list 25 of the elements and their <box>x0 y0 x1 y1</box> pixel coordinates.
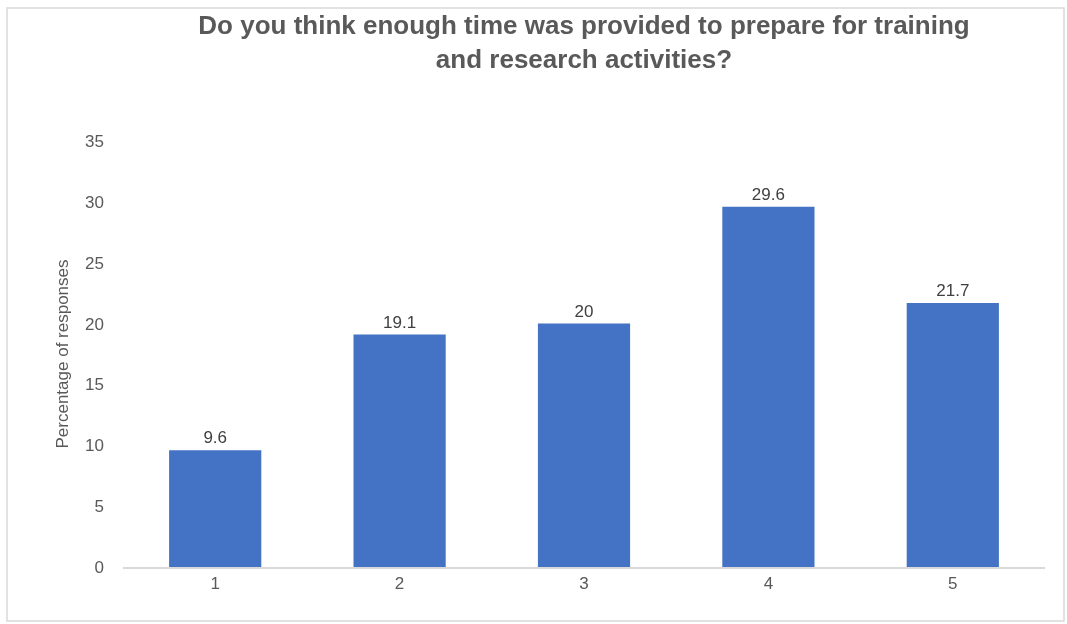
x-tick-label: 1 <box>210 574 220 594</box>
y-tick-label: 5 <box>94 497 104 517</box>
data-label: 29.6 <box>751 184 785 204</box>
bar <box>906 302 999 567</box>
data-label: 9.6 <box>203 428 228 448</box>
y-tick-label: 0 <box>94 557 104 577</box>
data-label: 19.1 <box>383 312 417 332</box>
y-tick-label: 35 <box>85 131 104 151</box>
y-tick-label: 10 <box>85 436 104 456</box>
y-tick-label: 15 <box>85 375 104 395</box>
y-tick-label: 20 <box>85 314 104 334</box>
y-tick-label: 30 <box>85 192 104 212</box>
y-axis-title: Percentage of responses <box>52 259 72 449</box>
chart-title: Do you think enough time was provided to prepare for training and research activities? <box>198 10 970 74</box>
data-label: 21.7 <box>936 280 970 300</box>
y-tick-label: 25 <box>85 253 104 273</box>
x-tick-label: 2 <box>394 574 405 594</box>
bar <box>169 450 262 567</box>
x-tick-label: 3 <box>579 574 589 594</box>
bar <box>537 323 631 567</box>
data-label: 20 <box>574 301 594 321</box>
x-tick-label: 4 <box>763 574 774 594</box>
bar <box>722 206 815 567</box>
x-tick-label: 5 <box>948 574 958 594</box>
bar <box>353 334 446 567</box>
